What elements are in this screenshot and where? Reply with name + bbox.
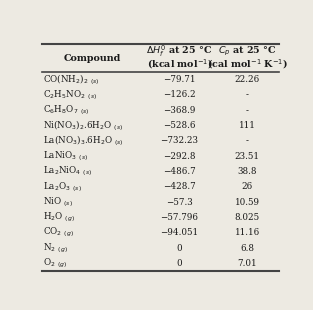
Text: -: - [246, 106, 249, 115]
Text: −732.23: −732.23 [161, 136, 198, 145]
Text: 0: 0 [177, 244, 182, 253]
Text: La(NO$_3$)$_3$.6H$_2$O $_{(s)}$: La(NO$_3$)$_3$.6H$_2$O $_{(s)}$ [44, 133, 124, 148]
Text: -: - [246, 136, 249, 145]
Text: 6.8: 6.8 [240, 244, 254, 253]
Text: N$_2$ $_{(g)}$: N$_2$ $_{(g)}$ [44, 241, 68, 255]
Text: C$_2$H$_5$NO$_2$ $_{(s)}$: C$_2$H$_5$NO$_2$ $_{(s)}$ [44, 88, 98, 102]
Text: 26: 26 [242, 182, 253, 191]
Text: La$_2$NiO$_4$ $_{(s)}$: La$_2$NiO$_4$ $_{(s)}$ [44, 165, 93, 178]
Text: −79.71: −79.71 [163, 75, 196, 84]
Text: −368.9: −368.9 [163, 106, 196, 115]
Text: −292.8: −292.8 [163, 152, 196, 161]
Text: $C_p$ at 25 °C: $C_p$ at 25 °C [218, 45, 276, 58]
Text: (kcal mol$^{-1}$): (kcal mol$^{-1}$) [146, 57, 212, 71]
Text: −57.3: −57.3 [166, 198, 193, 207]
Text: 38.8: 38.8 [238, 167, 257, 176]
Text: La$_2$O$_3$ $_{(s)}$: La$_2$O$_3$ $_{(s)}$ [44, 180, 82, 194]
Text: Ni(NO$_3$)$_2$.6H$_2$O $_{(s)}$: Ni(NO$_3$)$_2$.6H$_2$O $_{(s)}$ [44, 118, 124, 133]
Text: -: - [246, 90, 249, 99]
Text: −126.2: −126.2 [163, 90, 196, 99]
Text: CO(NH$_2$)$_2$ $_{(s)}$: CO(NH$_2$)$_2$ $_{(s)}$ [44, 72, 100, 87]
Text: (cal mol$^{-1}$ K$^{-1}$): (cal mol$^{-1}$ K$^{-1}$) [207, 57, 288, 71]
Text: 7.01: 7.01 [237, 259, 257, 268]
Text: C$_6$H$_8$O$_7$ $_{(s)}$: C$_6$H$_8$O$_7$ $_{(s)}$ [44, 103, 90, 117]
Text: −94.051: −94.051 [160, 228, 198, 237]
Text: O$_2$ $_{(g)}$: O$_2$ $_{(g)}$ [44, 257, 68, 270]
Text: 23.51: 23.51 [235, 152, 260, 161]
Text: −486.7: −486.7 [163, 167, 196, 176]
Text: −428.7: −428.7 [163, 182, 196, 191]
Text: 11.16: 11.16 [234, 228, 260, 237]
Text: LaNiO$_3$ $_{(s)}$: LaNiO$_3$ $_{(s)}$ [44, 149, 89, 163]
Text: −528.6: −528.6 [163, 121, 196, 130]
Text: H$_2$O $_{(g)}$: H$_2$O $_{(g)}$ [44, 211, 75, 224]
Text: NiO $_{(s)}$: NiO $_{(s)}$ [44, 195, 73, 209]
Text: Compound: Compound [64, 54, 121, 63]
Text: 8.025: 8.025 [235, 213, 260, 222]
Text: −57.796: −57.796 [161, 213, 198, 222]
Text: 0: 0 [177, 259, 182, 268]
Text: CO$_2$ $_{(g)}$: CO$_2$ $_{(g)}$ [44, 226, 74, 239]
Text: 22.26: 22.26 [234, 75, 260, 84]
Text: 10.59: 10.59 [235, 198, 260, 207]
Text: 111: 111 [239, 121, 256, 130]
Text: $\Delta H_f^0$ at 25 °C: $\Delta H_f^0$ at 25 °C [146, 44, 213, 59]
